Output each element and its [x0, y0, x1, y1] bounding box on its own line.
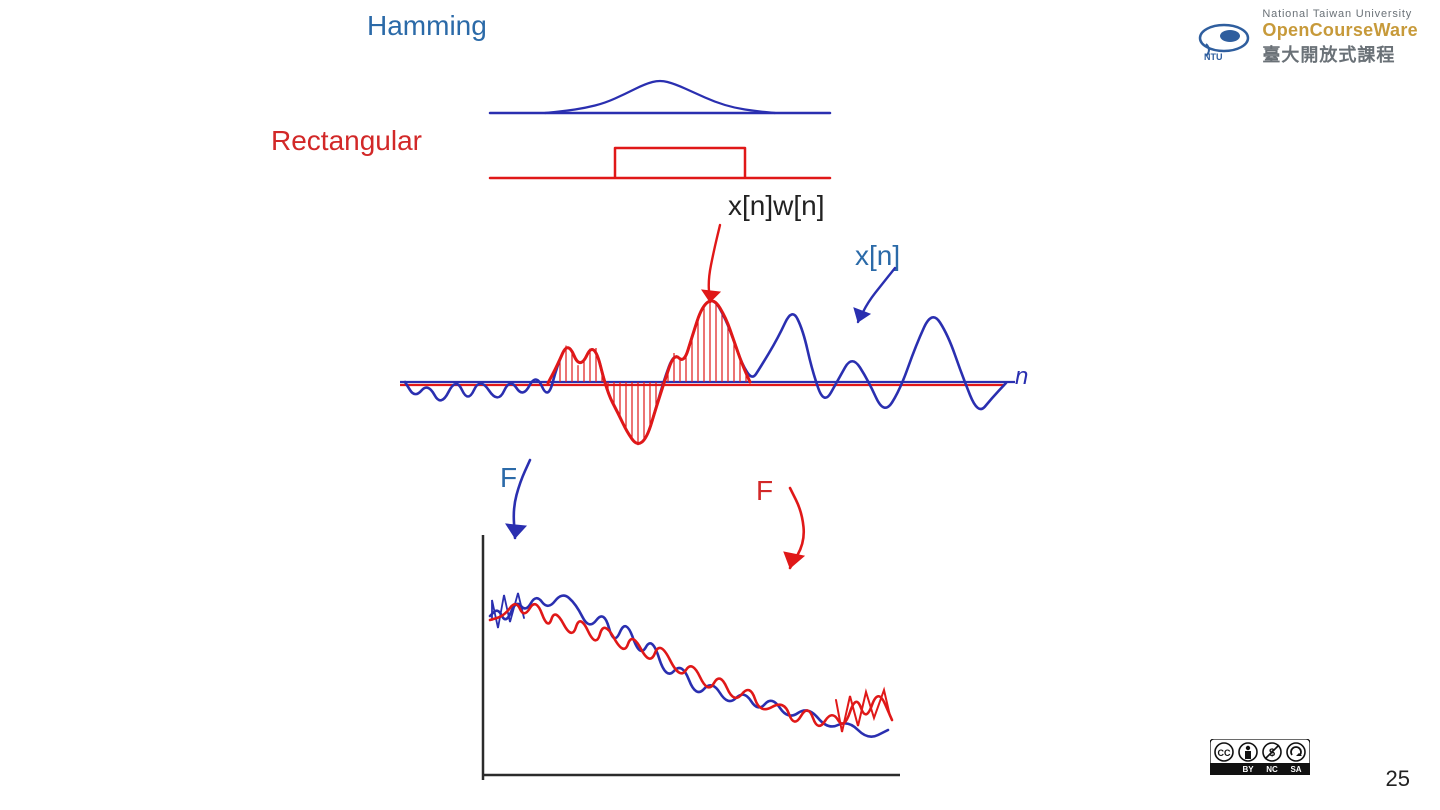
diagram-canvas	[0, 0, 1440, 810]
